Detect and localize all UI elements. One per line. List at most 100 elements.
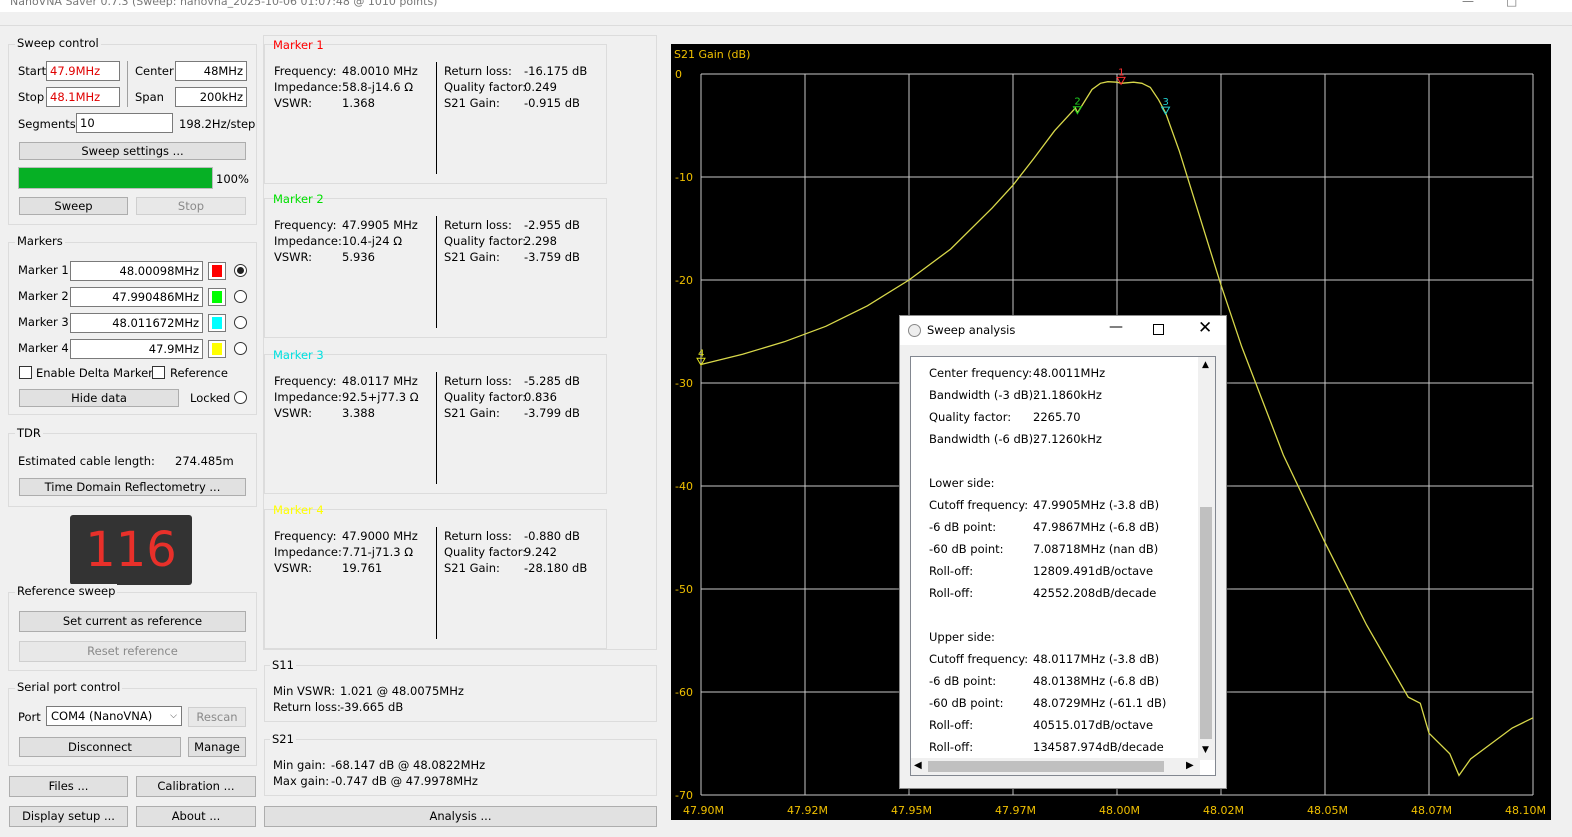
delta-marker-checkbox[interactable] xyxy=(19,366,32,379)
marker-2-color-swatch xyxy=(212,291,222,303)
sweep-progress-fill xyxy=(19,168,212,188)
marker-4-triangle xyxy=(696,357,706,367)
locked-radio[interactable] xyxy=(234,391,247,404)
marker-3-color-swatch xyxy=(212,317,222,329)
marker-2-frequency-input[interactable]: 47.990486MHz xyxy=(70,287,203,307)
analysis-row-label: Quality factor: xyxy=(929,410,1012,424)
close-icon[interactable]: ✕ xyxy=(1198,318,1213,338)
marker-3-label: Marker 3 xyxy=(18,315,69,329)
cable-length-label: Estimated cable length: xyxy=(18,454,155,468)
analysis-row-label: Roll-off: xyxy=(929,718,974,732)
sweep-settings-button[interactable]: Sweep settings ... xyxy=(19,142,246,160)
port-select[interactable]: COM4 (NanoVNA) ⌵ xyxy=(46,706,182,726)
analysis-row-value: 2265.70 xyxy=(1033,410,1081,424)
marker-1-field-label: VSWR: xyxy=(274,96,313,110)
reset-reference-button[interactable]: Reset reference xyxy=(19,641,246,662)
analysis-button[interactable]: Analysis ... xyxy=(264,806,657,827)
rescan-button[interactable]: Rescan xyxy=(188,707,246,727)
x-tick-label: 47.97M xyxy=(995,804,1036,817)
port-label: Port xyxy=(18,710,41,724)
scroll-down-icon[interactable]: ▼ xyxy=(1202,745,1209,755)
disconnect-button[interactable]: Disconnect xyxy=(19,737,181,757)
marker-4-field-value: -0.880 dB xyxy=(524,529,580,543)
calibration-button[interactable]: Calibration ... xyxy=(136,776,256,797)
marker-1-field-label: Quality factor: xyxy=(444,80,527,94)
segments-input[interactable]: 10 xyxy=(76,113,173,133)
scroll-up-icon[interactable]: ▲ xyxy=(1202,360,1209,370)
delta-marker-label: Enable Delta Marker xyxy=(36,366,153,380)
marker-2-field-value: 47.9905 MHz xyxy=(342,218,418,232)
files-button[interactable]: Files ... xyxy=(9,776,128,797)
reference-checkbox[interactable] xyxy=(152,366,165,379)
marker-4-field-label: Return loss: xyxy=(444,529,512,543)
marker-1-field-label: Frequency: xyxy=(274,64,337,78)
horizontal-scrollbar[interactable]: ◀ ▶ xyxy=(911,758,1200,775)
analysis-row-value: 47.9867MHz (-6.8 dB) xyxy=(1033,520,1160,534)
reference-label: Reference xyxy=(170,366,228,380)
marker-1-panel-title: Marker 1 xyxy=(273,38,324,52)
analysis-row-label: Cutoff frequency: xyxy=(929,652,1029,666)
marker-1-active-radio[interactable] xyxy=(234,264,247,277)
set-reference-button[interactable]: Set current as reference xyxy=(19,611,246,632)
marker-3-triangle xyxy=(1160,106,1171,116)
about-button[interactable]: About ... xyxy=(136,806,256,827)
horizontal-scroll-thumb[interactable] xyxy=(928,761,1164,772)
x-tick-label: 48.02M xyxy=(1203,804,1244,817)
maximize-icon[interactable] xyxy=(1153,324,1164,335)
tdr-group xyxy=(8,433,257,507)
tdr-title: TDR xyxy=(15,426,43,440)
analysis-row-label: Cutoff frequency: xyxy=(929,498,1029,512)
stop-input[interactable]: 48.1MHz xyxy=(46,87,120,107)
marker-2-label: Marker 2 xyxy=(18,289,69,303)
analysis-row-label: Roll-off: xyxy=(929,564,974,578)
scroll-left-icon[interactable]: ◀ xyxy=(914,760,922,771)
display-setup-button[interactable]: Display setup ... xyxy=(9,806,128,827)
maximize-button[interactable]: □ xyxy=(1506,0,1518,8)
hide-data-button[interactable]: Hide data xyxy=(19,389,179,407)
y-tick-label: -30 xyxy=(675,377,693,390)
segments-label: Segments xyxy=(18,117,76,131)
marker-2-column-divider xyxy=(436,216,437,328)
vertical-scrollbar[interactable]: ▲ ▼ xyxy=(1198,357,1215,760)
marker-1-field-value: 0.249 xyxy=(524,80,557,94)
marker-3-color-button[interactable] xyxy=(208,314,226,332)
marker-2-color-button[interactable] xyxy=(208,288,226,306)
marker-4-color-swatch xyxy=(212,343,222,355)
marker-1-field-value: 48.0010 MHz xyxy=(342,64,418,78)
vertical-scroll-thumb[interactable] xyxy=(1200,507,1212,739)
app-icon xyxy=(908,324,921,337)
marker-3-field-label: S21 Gain: xyxy=(444,406,500,420)
marker-3-active-radio[interactable] xyxy=(234,316,247,329)
stop-button[interactable]: Stop xyxy=(136,197,246,215)
return-loss-value: -39.665 dB xyxy=(340,700,404,714)
sweep-button[interactable]: Sweep xyxy=(19,197,128,215)
marker-3-column-divider xyxy=(436,372,437,484)
marker-2-active-radio[interactable] xyxy=(234,290,247,303)
span-input[interactable]: 200kHz xyxy=(175,87,247,107)
marker-1-field-value: -0.915 dB xyxy=(524,96,580,110)
serial-port-group xyxy=(8,688,257,766)
marker-1-frequency-input[interactable]: 48.00098MHz xyxy=(70,261,203,281)
analysis-results-pane[interactable]: Center frequency: 48.0011MHz Bandwidth (-3… xyxy=(910,356,1216,776)
y-tick-label: -40 xyxy=(675,480,693,493)
minimize-button[interactable]: — xyxy=(1462,0,1474,8)
marker-3-field-label: Frequency: xyxy=(274,374,337,388)
marker-1-field-value: 58.8-j14.6 Ω xyxy=(342,80,413,94)
marker-3-frequency-input[interactable]: 48.011672MHz xyxy=(70,313,203,333)
markers-group xyxy=(8,242,257,415)
start-input[interactable]: 47.9MHz xyxy=(46,61,120,81)
marker-4-frequency-input[interactable]: 47.9MHz xyxy=(70,339,203,359)
scroll-right-icon[interactable]: ▶ xyxy=(1186,760,1194,771)
marker-1-field-value: 1.368 xyxy=(342,96,375,110)
marker-1-color-button[interactable] xyxy=(208,262,226,280)
center-label: Center xyxy=(135,64,174,78)
marker-3-field-value: 3.388 xyxy=(342,406,375,420)
minimize-icon[interactable]: — xyxy=(1109,319,1123,335)
center-input[interactable]: 48MHz xyxy=(175,61,247,81)
marker-4-field-value: -28.180 dB xyxy=(524,561,588,575)
manage-button[interactable]: Manage xyxy=(188,737,246,757)
tdr-button[interactable]: Time Domain Reflectometry ... xyxy=(19,478,246,496)
analysis-row-value: 134587.974dB/decade xyxy=(1033,740,1164,754)
marker-4-color-button[interactable] xyxy=(208,340,226,358)
marker-4-active-radio[interactable] xyxy=(234,342,247,355)
